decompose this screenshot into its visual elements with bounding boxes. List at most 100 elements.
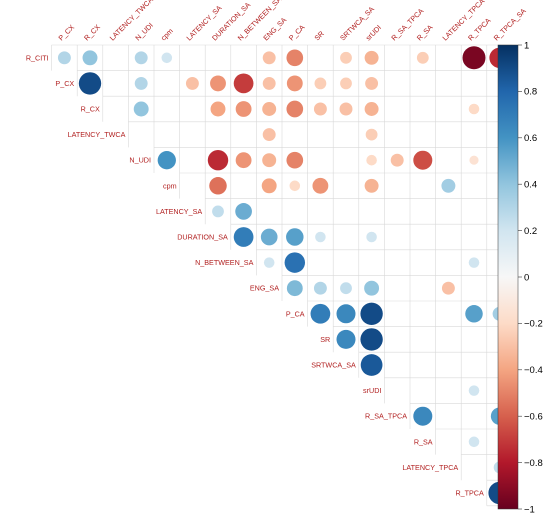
colorbar-tick-label: −0.2: [524, 319, 543, 330]
column-label: P_CA: [287, 23, 307, 43]
column-label: SR: [312, 29, 325, 42]
row-label: LATENCY_TWCA: [68, 130, 126, 139]
colorbar-gradient: [497, 44, 519, 510]
corr-circle-R_CX-SR: [313, 102, 327, 116]
corr-circle-srUDI-R_TPCA: [468, 385, 480, 396]
colorbar-tick-label: 0.8: [524, 87, 537, 98]
corr-circle-P_CA-SRTWCA_SA: [336, 304, 356, 324]
corr-circle-N_UDI-P_CA: [286, 151, 304, 169]
corr-circle-P_CX-ENG_SA: [262, 76, 276, 90]
column-label: R_TPCA: [466, 16, 493, 43]
corr-circle-P_CX-DURATION_SA: [210, 75, 226, 92]
row-label: SRTWCA_SA: [311, 361, 356, 370]
corr-circle-DURATION_SA-P_CA: [286, 228, 304, 246]
row-label: LATENCY_TPCA: [402, 463, 458, 472]
corr-circle-ENG_SA-P_CA: [286, 280, 303, 297]
corr-circle-cpm-srUDI: [364, 178, 379, 193]
corr-circle-R_CITI-ENG_SA: [262, 51, 276, 65]
corr-circle-P_CX-R_CX: [78, 72, 102, 95]
row-label: P_CX: [55, 79, 74, 88]
corr-circle-P_CX-P_CA: [286, 75, 303, 92]
corr-circle-DURATION_SA-srUDI: [366, 231, 377, 243]
colorbar-tick-label: −1: [524, 504, 535, 515]
colorbar-tick-label: −0.4: [524, 365, 543, 376]
corr-circle-N_UDI-N_BETWEEN_SA: [235, 152, 252, 169]
corr-circle-R_CX-P_CA: [286, 100, 304, 118]
colorbar-tick-label: 0.2: [524, 226, 537, 237]
colorbar-tick-label: 0: [524, 272, 529, 283]
corr-circle-cpm-LATENCY_TPCA: [441, 178, 456, 193]
corr-circle-R_CITI-P_CA: [286, 49, 304, 67]
corr-circle-R_CX-DURATION_SA: [210, 101, 226, 117]
row-label: R_CX: [81, 105, 100, 114]
corr-circle-LATENCY_TWCA-srUDI: [365, 128, 378, 141]
row-label: R_CITI: [26, 53, 49, 62]
corr-circle-DURATION_SA-N_BETWEEN_SA: [233, 227, 254, 247]
corr-circle-N_UDI-srUDI: [366, 154, 377, 166]
row-label: P_CA: [286, 309, 305, 318]
column-label: ENG_SA: [261, 15, 288, 42]
corr-circle-P_CX-SR: [314, 77, 327, 90]
corr-circle-R_CITI-N_UDI: [134, 51, 148, 65]
corr-circle-ENG_SA-LATENCY_TPCA: [441, 281, 455, 295]
corr-circle-N_UDI-cpm: [157, 151, 176, 170]
correlation-circles: [57, 46, 511, 505]
row-label: SR: [320, 335, 330, 344]
corr-circle-R_CITI-R_SA: [416, 51, 429, 64]
corr-circle-ENG_SA-SR: [313, 281, 327, 295]
colorbar-tick-label: −0.8: [524, 458, 543, 469]
corr-circle-R_CX-ENG_SA: [262, 102, 277, 116]
corr-circle-DURATION_SA-SR: [315, 231, 326, 243]
corr-circle-LATENCY_TWCA-ENG_SA: [262, 128, 276, 142]
corr-circle-R_CX-N_UDI: [133, 101, 149, 117]
corr-circle-R_CITI-cpm: [161, 52, 173, 64]
corr-circle-N_BETWEEN_SA-P_CA: [284, 252, 306, 273]
corr-circle-cpm-P_CA: [289, 180, 301, 192]
corr-circle-LATENCY_SA-DURATION_SA: [212, 205, 224, 218]
row-label: DURATION_SA: [177, 233, 228, 242]
corr-circle-R_CITI-R_TPCA: [462, 46, 486, 70]
corr-circle-P_CA-SR: [310, 303, 331, 324]
corr-circle-cpm-DURATION_SA: [209, 177, 227, 195]
row-label: srUDI: [363, 386, 381, 395]
corr-circle-P_CX-SRTWCA_SA: [340, 77, 352, 90]
corr-circle-N_UDI-R_TPCA: [469, 155, 479, 165]
corr-circle-R_CITI-R_CX: [82, 50, 98, 66]
corr-circle-ENG_SA-srUDI: [364, 280, 380, 296]
corr-circle-R_CX-SRTWCA_SA: [339, 102, 353, 116]
column-label: R_CX: [82, 22, 102, 42]
colorbar-tick-label: 1: [524, 40, 529, 51]
colorbar-legend: 1 0.8 0.6 0.4 0.2 0 −0.2 −0.4 −0.6 −0.8 −1: [497, 40, 543, 515]
corr-circle-R_CITI-P_CX: [57, 51, 71, 65]
corr-circle-SR-srUDI: [360, 328, 383, 351]
corr-circle-LATENCY_SA-N_BETWEEN_SA: [235, 203, 252, 220]
column-label: srUDI: [364, 23, 383, 42]
corr-circle-cpm-ENG_SA: [261, 178, 277, 194]
row-label: cpm: [163, 181, 177, 190]
column-label: N_UDI: [133, 21, 155, 43]
column-label: P_CX: [56, 23, 76, 43]
corr-circle-R_CX-R_TPCA: [468, 103, 480, 115]
corr-circle-N_UDI-R_SA_TPCA: [390, 153, 404, 167]
column-label: R_SA: [415, 23, 435, 43]
colorbar-tick-label: 0.4: [524, 180, 537, 191]
corr-circle-P_CX-srUDI: [365, 76, 379, 90]
row-label: ENG_SA: [250, 284, 279, 293]
corr-circle-ENG_SA-SRTWCA_SA: [340, 282, 352, 295]
corr-circle-R_CITI-SRTWCA_SA: [340, 51, 352, 64]
corr-circle-DURATION_SA-ENG_SA: [260, 228, 278, 246]
corr-circle-SRTWCA_SA-srUDI: [360, 354, 383, 376]
corr-circle-R_CX-srUDI: [364, 102, 379, 116]
corr-circle-R_SA-R_TPCA: [468, 436, 480, 448]
corr-circle-N_UDI-DURATION_SA: [207, 149, 229, 171]
corr-circle-N_BETWEEN_SA-R_TPCA: [468, 257, 480, 268]
row-label: N_UDI: [129, 156, 151, 165]
corr-circle-N_BETWEEN_SA-ENG_SA: [263, 257, 275, 268]
row-label: LATENCY_SA: [156, 207, 202, 216]
column-label: cpm: [159, 26, 175, 42]
corr-circle-P_CA-srUDI: [360, 302, 383, 325]
corr-circle-P_CX-LATENCY_SA: [185, 76, 199, 90]
colorbar-ticks: 1 0.8 0.6 0.4 0.2 0 −0.2 −0.4 −0.6 −0.8 −1: [518, 40, 543, 515]
